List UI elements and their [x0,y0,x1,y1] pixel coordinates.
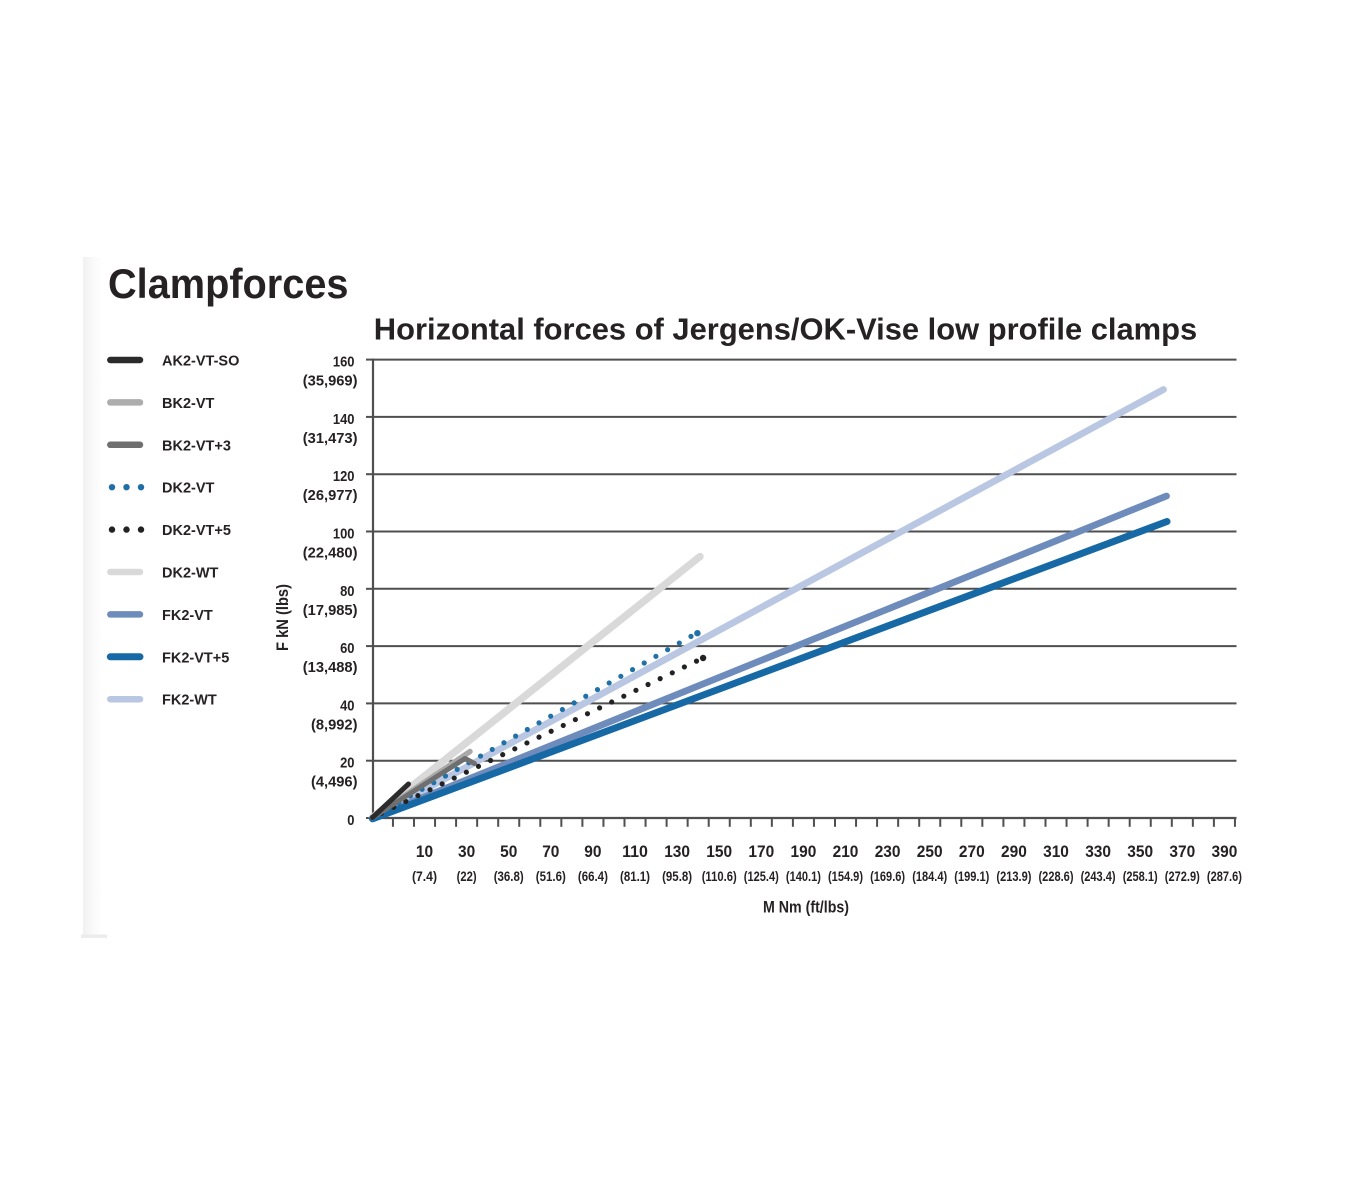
svg-text:60: 60 [340,641,354,657]
svg-text:AK2-VT-SO: AK2-VT-SO [162,354,239,370]
svg-text:(51.6): (51.6) [536,868,566,884]
svg-text:310: 310 [1043,843,1069,861]
svg-text:250: 250 [917,843,943,861]
svg-text:(199.1): (199.1) [954,868,989,884]
svg-text:(17,985): (17,985) [303,603,358,619]
svg-text:(228.6): (228.6) [1039,868,1074,884]
svg-text:160: 160 [333,355,355,371]
svg-text:0: 0 [347,813,354,829]
svg-text:M Nm (ft/lbs): M Nm (ft/lbs) [763,899,849,917]
svg-text:(36.8): (36.8) [494,868,524,884]
svg-text:80: 80 [340,584,354,600]
svg-text:(243.4): (243.4) [1081,868,1116,884]
svg-text:(154.9): (154.9) [828,868,863,884]
svg-text:140: 140 [333,412,355,428]
svg-text:390: 390 [1212,843,1238,861]
svg-text:70: 70 [542,843,559,861]
svg-text:(272.9): (272.9) [1165,868,1200,884]
svg-text:270: 270 [959,843,985,861]
svg-text:DK2-WT: DK2-WT [162,566,219,582]
svg-text:120: 120 [333,469,355,485]
svg-text:40: 40 [340,698,354,714]
svg-text:50: 50 [500,843,517,861]
svg-text:(213.9): (213.9) [996,868,1031,884]
svg-text:90: 90 [584,843,601,861]
svg-text:(31,473): (31,473) [303,431,358,447]
svg-text:20: 20 [340,756,354,772]
svg-text:Horizontal forces of Jergens/O: Horizontal forces of Jergens/OK-Vise low… [374,312,1197,347]
svg-text:130: 130 [664,843,690,861]
svg-text:(140.1): (140.1) [786,868,821,884]
svg-text:(26,977): (26,977) [303,488,358,504]
svg-text:370: 370 [1169,843,1195,861]
svg-text:Clampforces: Clampforces [108,260,349,307]
svg-text:30: 30 [458,843,475,861]
svg-text:(110.6): (110.6) [702,868,737,884]
svg-text:FK2-VT: FK2-VT [162,608,213,624]
svg-text:F kN (lbs): F kN (lbs) [274,584,292,651]
svg-text:290: 290 [1001,843,1027,861]
svg-text:(4,496): (4,496) [311,775,358,791]
svg-text:(81.1): (81.1) [620,868,650,884]
svg-text:DK2-VT: DK2-VT [162,481,215,497]
svg-text:(258.1): (258.1) [1123,868,1158,884]
svg-text:(169.6): (169.6) [870,868,905,884]
svg-text:BK2-VT: BK2-VT [162,396,215,412]
svg-text:(7.4): (7.4) [412,868,437,884]
svg-text:230: 230 [875,843,901,861]
svg-text:(95.8): (95.8) [662,868,692,884]
svg-text:(22,480): (22,480) [303,546,358,562]
svg-text:FK2-VT+5: FK2-VT+5 [162,650,229,666]
svg-text:(35,969): (35,969) [303,374,358,390]
svg-text:(184.4): (184.4) [912,868,947,884]
svg-text:170: 170 [748,843,774,861]
svg-text:190: 190 [791,843,817,861]
svg-text:(22): (22) [457,868,477,884]
svg-text:(125.4): (125.4) [744,868,779,884]
svg-text:110: 110 [622,843,648,861]
svg-text:DK2-VT+5: DK2-VT+5 [162,523,231,539]
svg-text:(287.6): (287.6) [1207,868,1242,884]
svg-text:350: 350 [1127,843,1153,861]
svg-text:(8,992): (8,992) [311,717,358,733]
svg-text:210: 210 [833,843,859,861]
svg-text:(13,488): (13,488) [303,660,358,676]
svg-text:100: 100 [333,527,355,543]
svg-text:BK2-VT+3: BK2-VT+3 [162,438,231,454]
svg-text:(66.4): (66.4) [578,868,608,884]
svg-text:10: 10 [416,843,433,861]
svg-text:FK2-WT: FK2-WT [162,693,217,709]
svg-text:330: 330 [1085,843,1111,861]
svg-text:150: 150 [706,843,732,861]
